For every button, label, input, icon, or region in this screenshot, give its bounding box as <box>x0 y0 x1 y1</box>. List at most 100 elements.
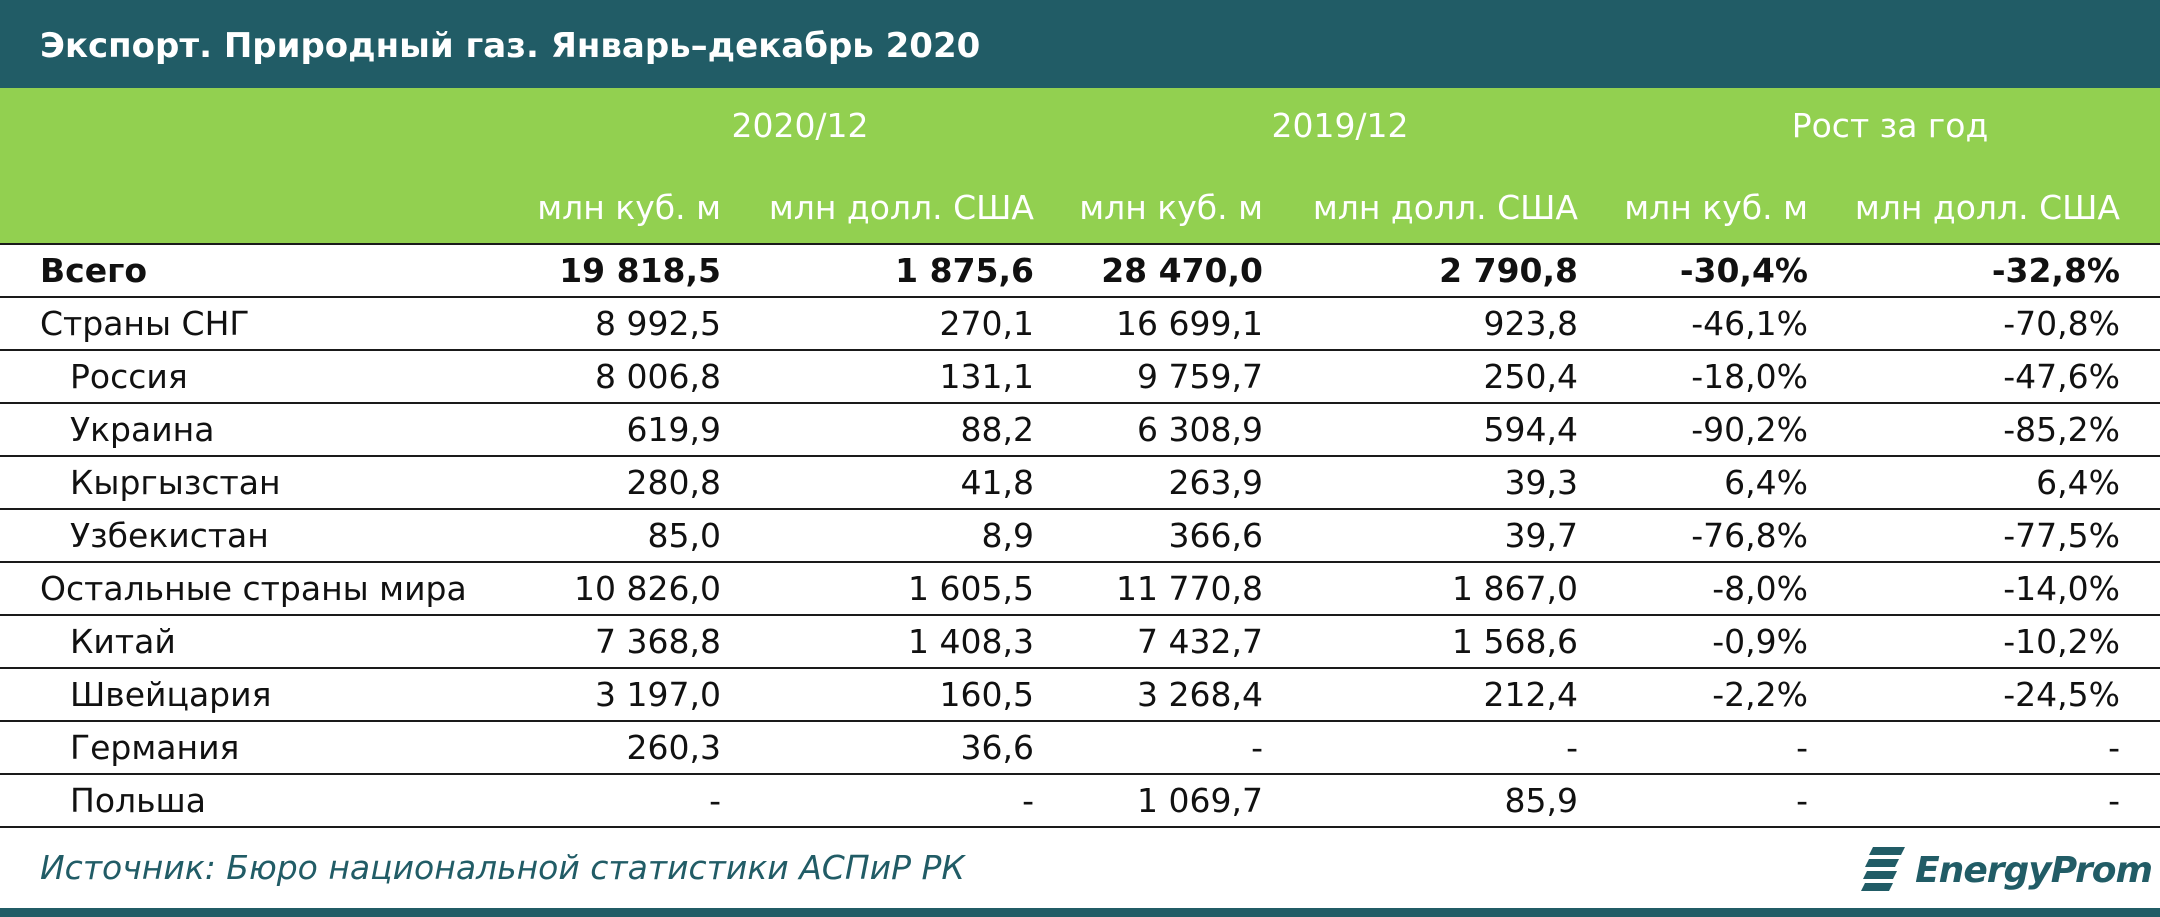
row-label: Швейцария <box>0 668 490 722</box>
cell-value: 270,1 <box>721 297 1034 351</box>
cell-value: -76,8% <box>1578 509 1808 563</box>
cell-value: 10 826,0 <box>490 562 721 616</box>
row-label: Узбекистан <box>0 509 490 563</box>
row-padding <box>2120 297 2160 351</box>
row-padding <box>2120 456 2160 510</box>
cell-value: -70,8% <box>1808 297 2120 351</box>
table-row: Германия 260,3 36,6- - - - <box>0 721 2160 775</box>
cell-value: -10,2% <box>1808 615 2120 669</box>
energyprom-logo: EnergyProm <box>1859 840 2153 900</box>
row-label: Украина <box>0 403 490 457</box>
row-label: Кыргызстан <box>0 456 490 510</box>
cell-value: 263,9 <box>1034 456 1263 510</box>
bottom-strip <box>0 908 2160 917</box>
cell-value: 280,8 <box>490 456 721 510</box>
cell-value: 131,1 <box>721 350 1034 404</box>
cell-value: 36,6 <box>721 721 1034 775</box>
cell-value: 39,7 <box>1263 509 1578 563</box>
cell-value: 8,9 <box>721 509 1034 563</box>
cell-value: 6 308,9 <box>1034 403 1263 457</box>
cell-value: -85,2% <box>1808 403 2120 457</box>
row-padding <box>2120 721 2160 775</box>
row-padding <box>2120 774 2160 828</box>
cell-value: 16 699,1 <box>1034 297 1263 351</box>
cell-value: 39,3 <box>1263 456 1578 510</box>
row-label: Страны СНГ <box>0 297 490 351</box>
cell-value: 88,2 <box>721 403 1034 457</box>
cell-value: -77,5% <box>1808 509 2120 563</box>
cell-value: 1 568,6 <box>1263 615 1578 669</box>
table-row: Всего 19 818,5 1 875,6 28 470,0 2 790,8 -30,4… <box>0 243 2160 298</box>
cell-value: - <box>1808 721 2120 775</box>
cell-value: 1 605,5 <box>721 562 1034 616</box>
sub-header-2020-volume: млн куб. м <box>537 188 721 227</box>
column-group-2020: 2020/12 <box>731 106 869 145</box>
row-padding <box>2120 668 2160 722</box>
cell-value: - <box>490 774 721 828</box>
cell-value: 41,8 <box>721 456 1034 510</box>
cell-value: 594,4 <box>1263 403 1578 457</box>
row-padding <box>2120 615 2160 669</box>
cell-value: 160,5 <box>721 668 1034 722</box>
row-label: Китай <box>0 615 490 669</box>
cell-value: 85,9 <box>1263 774 1578 828</box>
sub-header-growth-value: млн долл. США <box>1854 188 2120 227</box>
row-padding <box>2120 562 2160 616</box>
cell-value: 1 408,3 <box>721 615 1034 669</box>
cell-value: 3 268,4 <box>1034 668 1263 722</box>
table-row: Китай 7 368,8 1 408,3 7 432,7 1 568,6 -0,9% -1… <box>0 615 2160 669</box>
table-row: Остальные страны мира 10 826,0 1 605,5 11 7… <box>0 562 2160 616</box>
sub-header-2019-value: млн долл. США <box>1312 188 1578 227</box>
cell-value: -90,2% <box>1578 403 1808 457</box>
cell-value: 8 006,8 <box>490 350 721 404</box>
cell-value: 85,0 <box>490 509 721 563</box>
cell-value: -30,4% <box>1578 243 1808 298</box>
row-label: Всего <box>0 243 490 298</box>
cell-value: -18,0% <box>1578 350 1808 404</box>
row-label: Германия <box>0 721 490 775</box>
table-row: Страны СНГ 8 992,5 270,1 16 699,1 923,8 -46,1… <box>0 297 2160 351</box>
table-row: Швейцария 3 197,0 160,5 3 268,4 212,4 -2,2% -2… <box>0 668 2160 722</box>
cell-value: -24,5% <box>1808 668 2120 722</box>
cell-value: 923,8 <box>1263 297 1578 351</box>
sub-header-2019-volume: млн куб. м <box>1079 188 1263 227</box>
data-table: Всего 19 818,5 1 875,6 28 470,0 2 790,8 -30,4… <box>0 243 2160 828</box>
cell-value: 28 470,0 <box>1034 243 1263 298</box>
cell-value: 260,3 <box>490 721 721 775</box>
cell-value: - <box>1578 721 1808 775</box>
cell-value: -47,6% <box>1808 350 2120 404</box>
table-row: Кыргызстан 280,8 41,8 263,9 39,3 6,4% 6,4% <box>0 456 2160 510</box>
row-padding <box>2120 403 2160 457</box>
cell-value: 1 875,6 <box>721 243 1034 298</box>
cell-value: - <box>1808 774 2120 828</box>
cell-value: 8 992,5 <box>490 297 721 351</box>
row-label: Остальные страны мира <box>0 562 490 616</box>
cell-value: -46,1% <box>1578 297 1808 351</box>
cell-value: - <box>721 774 1034 828</box>
table-row: Узбекистан 85,0 8,9 366,6 39,7 -76,8% -77,5% <box>0 509 2160 563</box>
cell-value: -14,0% <box>1808 562 2120 616</box>
cell-value: 9 759,7 <box>1034 350 1263 404</box>
cell-value: 6,4% <box>1578 456 1808 510</box>
footer: Источник: Бюро национальной статистики А… <box>0 830 2160 917</box>
cell-value: 1 069,7 <box>1034 774 1263 828</box>
cell-value: 212,4 <box>1263 668 1578 722</box>
cell-value: 6,4% <box>1808 456 2120 510</box>
table-row: Польша - -1 069,7 85,9- - <box>0 774 2160 828</box>
logo-text: EnergyProm <box>1915 849 2153 891</box>
table-row: Россия 8 006,8 131,1 9 759,7 250,4 -18,0% -47,… <box>0 350 2160 404</box>
cell-value: -0,9% <box>1578 615 1808 669</box>
column-group-2019: 2019/12 <box>1271 106 1409 145</box>
row-padding <box>2120 509 2160 563</box>
cell-value: -2,2% <box>1578 668 1808 722</box>
cell-value: -32,8% <box>1808 243 2120 298</box>
cell-value: 1 867,0 <box>1263 562 1578 616</box>
row-padding <box>2120 350 2160 404</box>
cell-value: 19 818,5 <box>490 243 721 298</box>
sub-header-growth-volume: млн куб. м <box>1624 188 1808 227</box>
cell-value: 250,4 <box>1263 350 1578 404</box>
cell-value: 11 770,8 <box>1034 562 1263 616</box>
cell-value: -8,0% <box>1578 562 1808 616</box>
cell-value: - <box>1034 721 1263 775</box>
energyprom-logo-icon <box>1861 847 1906 891</box>
